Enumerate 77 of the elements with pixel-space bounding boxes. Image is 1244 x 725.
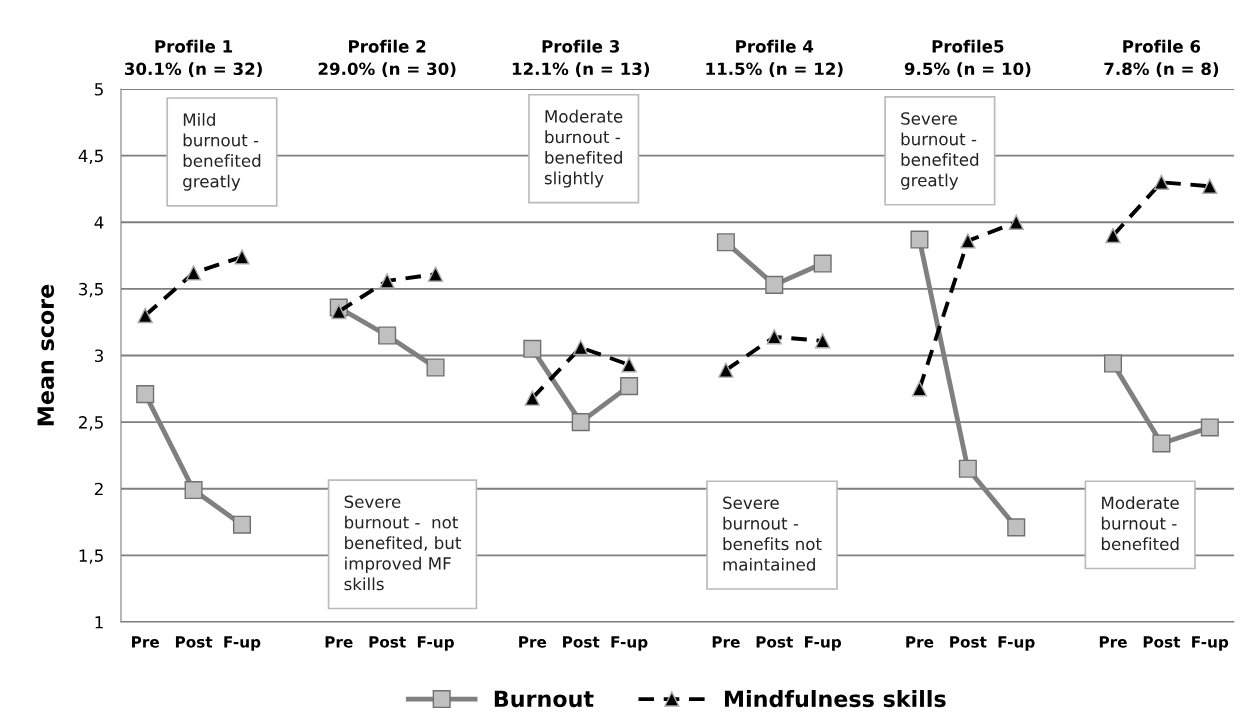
annotation: Severe burnout - benefits not maintained xyxy=(723,496,822,571)
point xyxy=(621,357,637,373)
point xyxy=(234,249,250,265)
point xyxy=(815,333,831,349)
point xyxy=(813,254,832,273)
point xyxy=(958,459,977,478)
point xyxy=(620,377,639,396)
legend-label: Burnout xyxy=(494,690,594,708)
point xyxy=(426,358,445,377)
point xyxy=(427,266,444,282)
x-tick-label: Post xyxy=(756,636,793,648)
point xyxy=(1007,518,1026,537)
point xyxy=(1103,354,1123,373)
point xyxy=(960,233,976,249)
point xyxy=(911,381,928,397)
point xyxy=(1200,418,1219,437)
text: Profile 4 11.5% (n = 12) xyxy=(706,39,843,78)
x-tick-label: F-up xyxy=(1192,636,1229,651)
point xyxy=(137,307,153,324)
point xyxy=(718,362,734,378)
point xyxy=(523,339,542,358)
point xyxy=(136,385,155,404)
text: Profile 6 7.8% (n = 8) xyxy=(1104,39,1219,78)
x-tick-label: Pre xyxy=(519,636,547,648)
point xyxy=(378,326,397,345)
annotation: Severe burnout - not benefited, but improved MF skills xyxy=(344,495,461,591)
annotation: Moderate burnout - benefited xyxy=(1101,496,1179,551)
point xyxy=(766,329,782,345)
point xyxy=(765,275,784,294)
point xyxy=(573,339,589,356)
text: Profile 3 12.1% (n = 13) xyxy=(512,39,650,78)
annotation: Moderate burnout - benefited slightly xyxy=(544,109,623,188)
text: Profile 2 29.0% (n = 30) xyxy=(318,39,456,78)
x-tick-label: F-up xyxy=(417,636,454,651)
point xyxy=(716,233,735,252)
x-tick-label: F-up xyxy=(611,636,648,651)
x-tick-label: Pre xyxy=(712,636,740,648)
x-tick-label: Pre xyxy=(132,636,159,648)
point xyxy=(1152,434,1171,453)
y-axis-title: Mean score xyxy=(37,284,55,426)
x-tick-label: Post xyxy=(563,636,600,648)
annotation: Mild burnout - benefited greatly xyxy=(183,112,261,191)
x-tick-label: F-up xyxy=(224,636,261,651)
point xyxy=(571,413,590,432)
x-tick-label: Post xyxy=(950,636,987,648)
x-tick-label: Pre xyxy=(1099,636,1127,648)
y-tick-label: 2,5 xyxy=(79,416,103,431)
y-tick-label: 4 xyxy=(94,216,104,229)
y-tick-label: 3,5 xyxy=(79,282,103,298)
x-tick-label: F-up xyxy=(805,636,842,651)
point xyxy=(1105,227,1121,244)
x-tick-label: F-up xyxy=(998,636,1035,651)
y-tick-label: 1,5 xyxy=(79,549,103,564)
point xyxy=(1202,178,1218,194)
point xyxy=(185,265,202,281)
point xyxy=(379,273,395,289)
x-tick-label: Pre xyxy=(325,636,353,648)
point xyxy=(184,481,203,500)
x-tick-label: Post xyxy=(369,636,406,648)
y-tick-label: 2 xyxy=(94,482,103,496)
legend-label: Mindfulness skills xyxy=(724,689,946,708)
point xyxy=(524,390,540,406)
x-tick-label: Post xyxy=(175,636,213,648)
text: Profile5 9.5% (n = 10) xyxy=(904,39,1031,78)
y-tick-label: 3 xyxy=(95,349,103,363)
annotation: Severe burnout - benefited greatly xyxy=(901,112,979,190)
x-tick-label: Post xyxy=(1143,636,1181,648)
point xyxy=(1153,174,1170,190)
x-tick-label: Pre xyxy=(906,636,934,648)
point xyxy=(331,303,347,320)
y-tick-label: 1 xyxy=(95,616,103,629)
point xyxy=(910,230,929,249)
point xyxy=(232,515,252,534)
y-tick-label: 4,5 xyxy=(78,149,103,164)
y-tick-label: 5 xyxy=(95,83,103,96)
point xyxy=(1008,214,1024,230)
text: Profile 1 30.1% (n = 32) xyxy=(124,39,262,78)
